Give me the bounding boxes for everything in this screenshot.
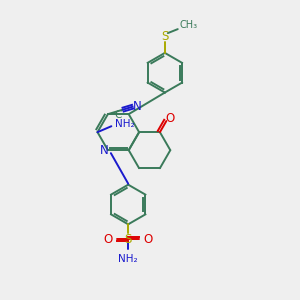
Text: CH₃: CH₃ bbox=[180, 20, 198, 30]
Text: S: S bbox=[161, 30, 169, 43]
Text: N: N bbox=[100, 144, 108, 157]
Text: O: O bbox=[104, 233, 113, 246]
Text: C: C bbox=[114, 110, 122, 119]
Text: O: O bbox=[143, 233, 153, 246]
Text: O: O bbox=[166, 112, 175, 124]
Text: NH₂: NH₂ bbox=[116, 119, 135, 129]
Text: NH₂: NH₂ bbox=[118, 254, 138, 264]
Text: N: N bbox=[133, 100, 142, 113]
Text: S: S bbox=[124, 233, 132, 246]
